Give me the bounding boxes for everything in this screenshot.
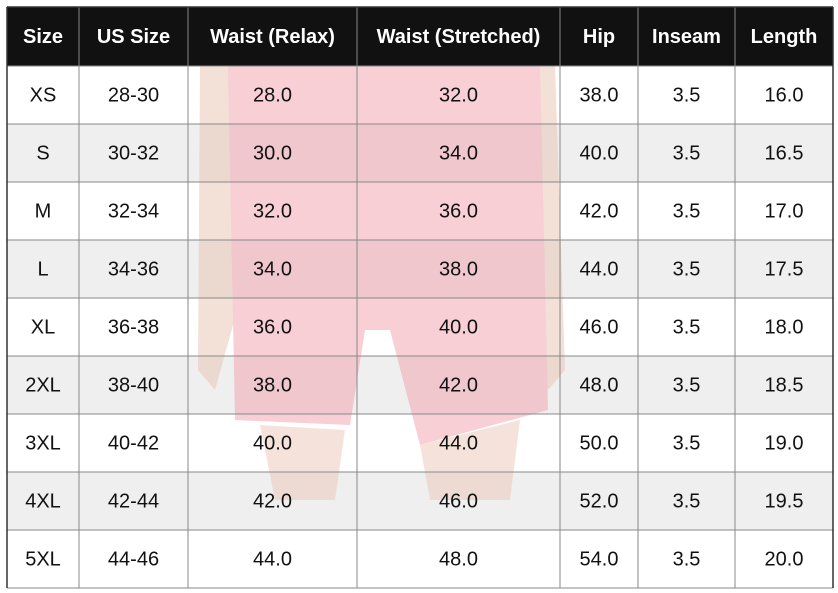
- table-cell: 3.5: [673, 374, 701, 396]
- table-cell: 38-40: [108, 374, 159, 396]
- table-cell: 36-38: [108, 316, 159, 338]
- table-cell: 30-32: [108, 142, 159, 164]
- table-cell: 34.0: [439, 142, 478, 164]
- table-cell: 3.5: [673, 548, 701, 570]
- table-cell: 32.0: [253, 200, 292, 222]
- table-cell: 46.0: [580, 316, 619, 338]
- table-cell: 18.5: [765, 374, 804, 396]
- table-cell: 40.0: [580, 142, 619, 164]
- table-cell: 44.0: [253, 548, 292, 570]
- table-cell: 44-46: [108, 548, 159, 570]
- header-background: [7, 7, 833, 66]
- table-cell: 16.5: [765, 142, 804, 164]
- table-cell: 3XL: [25, 432, 61, 454]
- table-cell: 44.0: [580, 258, 619, 280]
- header-cell: Length: [751, 26, 818, 48]
- table-cell: 38.0: [439, 258, 478, 280]
- table-cell: 42-44: [108, 490, 159, 512]
- table-cell: 18.0: [765, 316, 804, 338]
- table-cell: 20.0: [765, 548, 804, 570]
- header-cell: US Size: [97, 26, 170, 48]
- table-cell: 3.5: [673, 200, 701, 222]
- table-cell: 4XL: [25, 490, 61, 512]
- cells: Size US Size Waist (Relax) Waist (Stretched…: [23, 26, 817, 571]
- table-cell: 3.5: [673, 432, 701, 454]
- table-cell: 5XL: [25, 548, 61, 570]
- table-cell: 3.5: [673, 490, 701, 512]
- table-cell: 28.0: [253, 84, 292, 106]
- table-cell: 48.0: [580, 374, 619, 396]
- table-cell: 36.0: [253, 316, 292, 338]
- table-cell: 32-34: [108, 200, 159, 222]
- table-cell: 19.0: [765, 432, 804, 454]
- table-cell: XS: [30, 84, 57, 106]
- leg-left: [260, 425, 345, 500]
- header-cell: Hip: [583, 26, 615, 48]
- table-cell: 42.0: [253, 490, 292, 512]
- table-cell: 3.5: [673, 142, 701, 164]
- table-cell: 50.0: [580, 432, 619, 454]
- table-cell: 40.0: [439, 316, 478, 338]
- table-cell: 40-42: [108, 432, 159, 454]
- table-cell: 34.0: [253, 258, 292, 280]
- table-cell: 3.5: [673, 258, 701, 280]
- table-cell: 40.0: [253, 432, 292, 454]
- table-cell: 16.0: [765, 84, 804, 106]
- table-cell: 34-36: [108, 258, 159, 280]
- table-cell: M: [35, 200, 52, 222]
- table-cell: 44.0: [439, 432, 478, 454]
- table-cell: S: [36, 142, 49, 164]
- table-cell: 54.0: [580, 548, 619, 570]
- table-cell: 42.0: [439, 374, 478, 396]
- table-cell: 3.5: [673, 316, 701, 338]
- header-cell: Waist (Stretched): [377, 26, 541, 48]
- table-cell: 36.0: [439, 200, 478, 222]
- table-cell: 42.0: [580, 200, 619, 222]
- row-background: [7, 530, 833, 588]
- table-cell: 30.0: [253, 142, 292, 164]
- table-cell: 19.5: [765, 490, 804, 512]
- header-cell: Inseam: [652, 26, 721, 48]
- table-cell: 38.0: [253, 374, 292, 396]
- table-cell: 48.0: [439, 548, 478, 570]
- table-cell: 3.5: [673, 84, 701, 106]
- shorts: [228, 66, 548, 445]
- table-cell: L: [37, 258, 48, 280]
- table-cell: 32.0: [439, 84, 478, 106]
- table-cell: 2XL: [25, 374, 61, 396]
- table-cell: 52.0: [580, 490, 619, 512]
- table-cell: 17.0: [765, 200, 804, 222]
- grid: [6, 6, 834, 589]
- row-background: [7, 472, 833, 530]
- table-cell: XL: [31, 316, 55, 338]
- header-cell: Waist (Relax): [210, 26, 335, 48]
- header-cell: Size: [23, 26, 63, 48]
- leg-right: [420, 420, 520, 500]
- table-cell: 28-30: [108, 84, 159, 106]
- table-cell: 46.0: [439, 490, 478, 512]
- table-cell: 17.5: [765, 258, 804, 280]
- table-cell: 38.0: [580, 84, 619, 106]
- product-overlay: [198, 66, 565, 500]
